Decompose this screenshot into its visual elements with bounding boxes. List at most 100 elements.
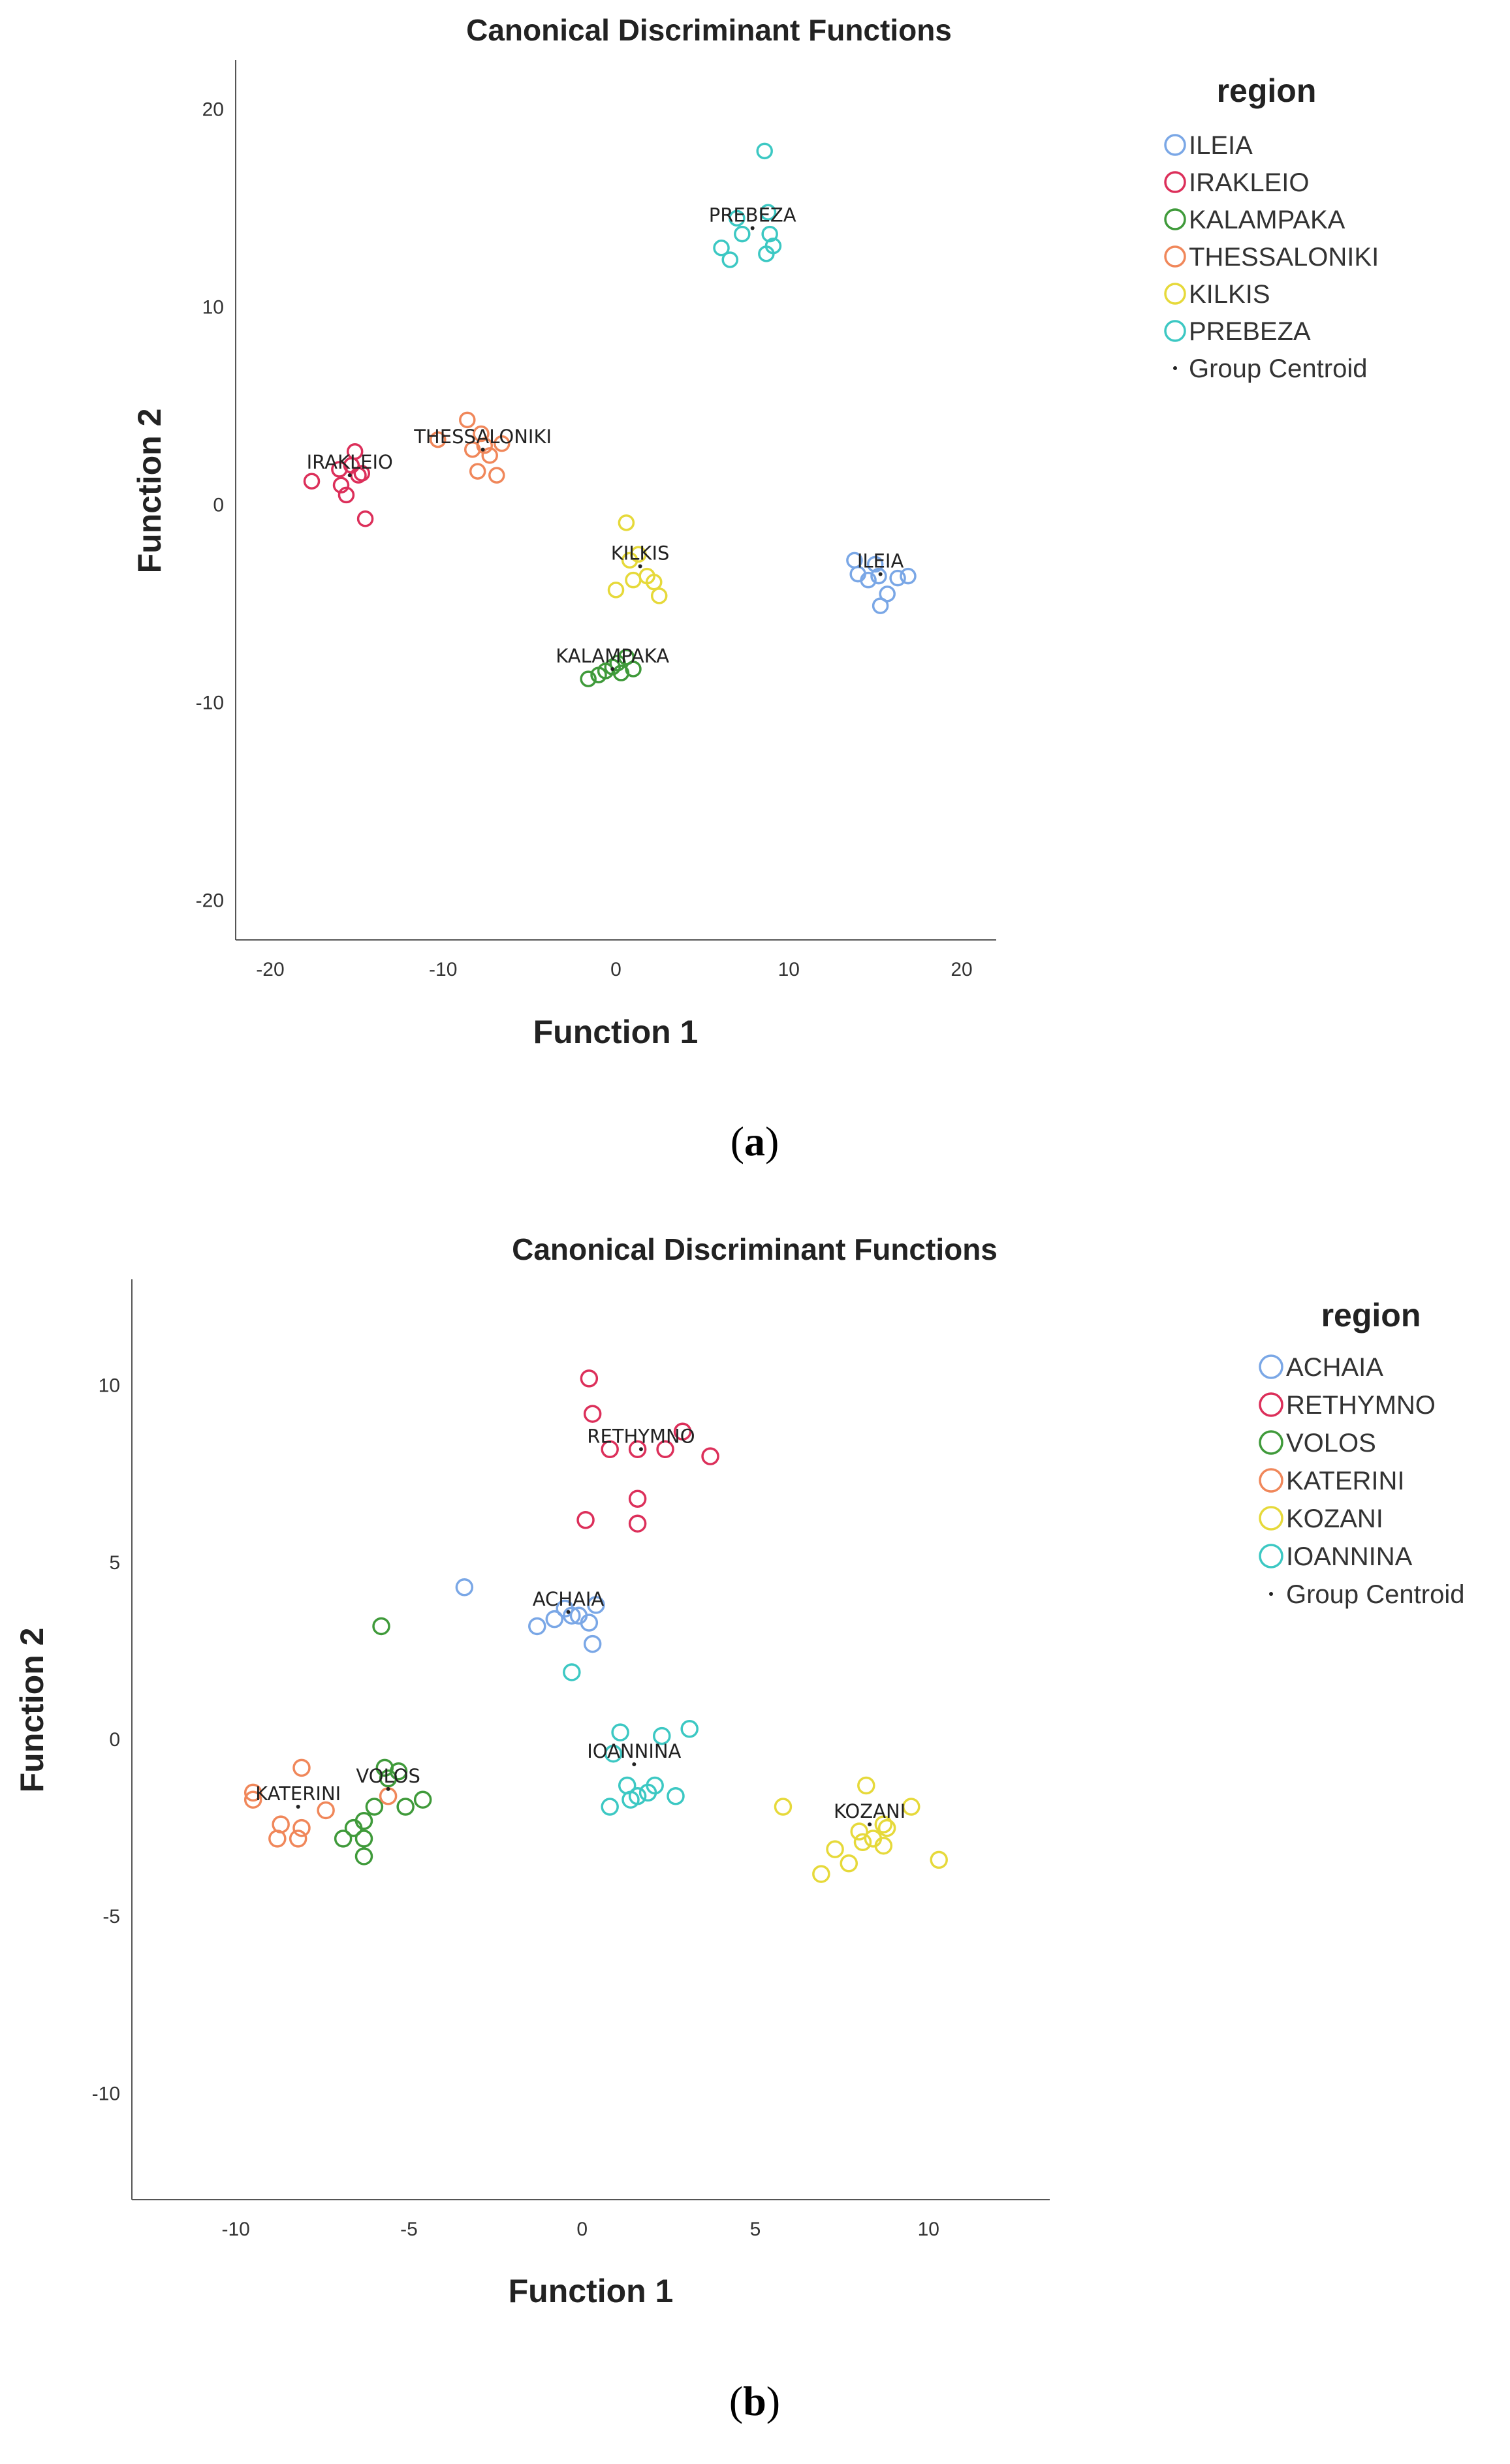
group-centroid-marker <box>296 1805 300 1809</box>
chart-a-points <box>303 142 917 687</box>
data-point <box>344 1818 363 1837</box>
series-katerini <box>244 1758 398 1848</box>
group-centroid-label: RETHYMNO <box>587 1425 695 1447</box>
chart-a-x-tick: 0 <box>610 959 621 980</box>
data-point <box>653 1726 671 1745</box>
data-point <box>379 1769 398 1788</box>
chart-a-centroids: ILEIA IRAKLEIO KALAMPAKA THESSALONIKI KILKIS… <box>307 204 904 671</box>
data-point <box>317 1801 335 1820</box>
data-point <box>756 142 773 160</box>
data-point <box>563 1663 581 1681</box>
chart-b-legend: region ACHAIA RETHYMNO VOLOS KATERINI KOZANI… <box>1259 1297 1464 1609</box>
data-point <box>857 1776 875 1795</box>
legend-swatch <box>1164 283 1186 305</box>
chart-a-title: Canonical Discriminant Functions <box>466 13 952 47</box>
legend-swatch <box>1164 134 1186 156</box>
data-point <box>656 1440 674 1459</box>
data-point <box>612 664 630 681</box>
chart-b-y-tick: 0 <box>109 1729 120 1751</box>
legend-label: IRAKLEIO <box>1189 168 1310 197</box>
data-point <box>354 1830 373 1848</box>
data-point <box>628 1440 647 1459</box>
group-centroid-label: ILEIA <box>857 550 904 572</box>
legend-swatch <box>1164 208 1186 230</box>
data-point <box>850 1822 868 1841</box>
panel-a: Canonical Discriminant Functions -20 -10 0… <box>131 13 1379 1164</box>
group-centroid-marker <box>347 473 352 478</box>
legend-label: IOANNINA <box>1286 1542 1413 1571</box>
data-point <box>580 1369 599 1388</box>
data-point <box>734 225 751 243</box>
series-ileia <box>846 552 917 614</box>
series-volos <box>334 1617 432 1865</box>
data-point <box>528 1617 546 1636</box>
data-point <box>761 225 778 243</box>
data-point <box>580 1614 599 1632</box>
chart-a-x-tick: -20 <box>256 959 284 980</box>
legend-swatch <box>1164 320 1186 342</box>
legend-swatch <box>1259 1468 1283 1493</box>
chart-b-legend-title: region <box>1321 1297 1421 1333</box>
data-point <box>356 510 374 527</box>
legend-swatch <box>1164 171 1186 193</box>
data-point <box>601 1798 619 1816</box>
chart-b-x-tick: 5 <box>750 2219 761 2240</box>
group-centroid-marker <box>750 226 755 230</box>
data-point <box>583 1634 602 1653</box>
data-point <box>244 1783 262 1802</box>
data-point <box>930 1850 948 1869</box>
data-point <box>860 571 877 589</box>
group-centroid-marker <box>632 1762 637 1766</box>
data-point <box>430 431 447 448</box>
series-irakleio <box>303 443 374 527</box>
data-point <box>563 1606 581 1625</box>
group-centroid-label: KILKIS <box>611 542 670 564</box>
legend-label: RETHYMNO <box>1286 1391 1436 1420</box>
data-point <box>576 1511 595 1529</box>
data-point <box>303 473 321 490</box>
data-point <box>459 411 476 429</box>
data-point <box>481 447 498 464</box>
series-prebeza <box>713 142 782 268</box>
data-point <box>646 573 663 591</box>
group-centroid-marker <box>480 447 485 452</box>
data-point <box>353 465 371 482</box>
data-point <box>580 670 597 687</box>
data-point <box>469 463 486 480</box>
data-point <box>628 1489 647 1508</box>
group-centroid-label: ACHAIA <box>533 1588 605 1610</box>
data-point <box>338 486 355 504</box>
group-centroid-marker <box>610 666 615 671</box>
chart-a-y-axis-label: Function 2 <box>131 409 168 574</box>
data-point <box>628 1514 647 1533</box>
data-point <box>625 571 642 589</box>
data-point <box>721 251 738 268</box>
data-point <box>618 649 635 666</box>
data-point <box>268 1830 287 1848</box>
data-point <box>244 1790 262 1809</box>
chart-b-y-tick: -10 <box>92 2083 120 2104</box>
data-point <box>713 240 730 257</box>
group-centroid-label: IRAKLEIO <box>307 451 393 473</box>
legend-centroid-swatch <box>1269 1592 1273 1596</box>
chart-a-legend: region ILEIA IRAKLEIO KALAMPAKA THESSALONIK… <box>1164 72 1379 383</box>
group-centroid-marker <box>638 1447 643 1452</box>
data-point <box>853 1833 872 1852</box>
data-point <box>879 585 896 602</box>
legend-swatch <box>1164 245 1186 268</box>
data-point <box>343 457 360 474</box>
legend-swatch <box>1259 1544 1283 1568</box>
chart-a-y-tick: -10 <box>196 692 224 713</box>
data-point <box>332 476 350 494</box>
group-centroid-label: VOLOS <box>356 1765 420 1787</box>
chart-b-y-axis-label: Function 2 <box>14 1628 50 1793</box>
data-point <box>583 1405 602 1423</box>
chart-b-y-tick: 5 <box>109 1552 120 1574</box>
data-point <box>900 567 917 585</box>
data-point <box>292 1758 311 1777</box>
data-point <box>759 204 777 221</box>
series-ioannina <box>563 1663 699 1816</box>
data-point <box>545 1610 564 1629</box>
data-point <box>334 1830 353 1848</box>
data-point <box>650 587 668 604</box>
